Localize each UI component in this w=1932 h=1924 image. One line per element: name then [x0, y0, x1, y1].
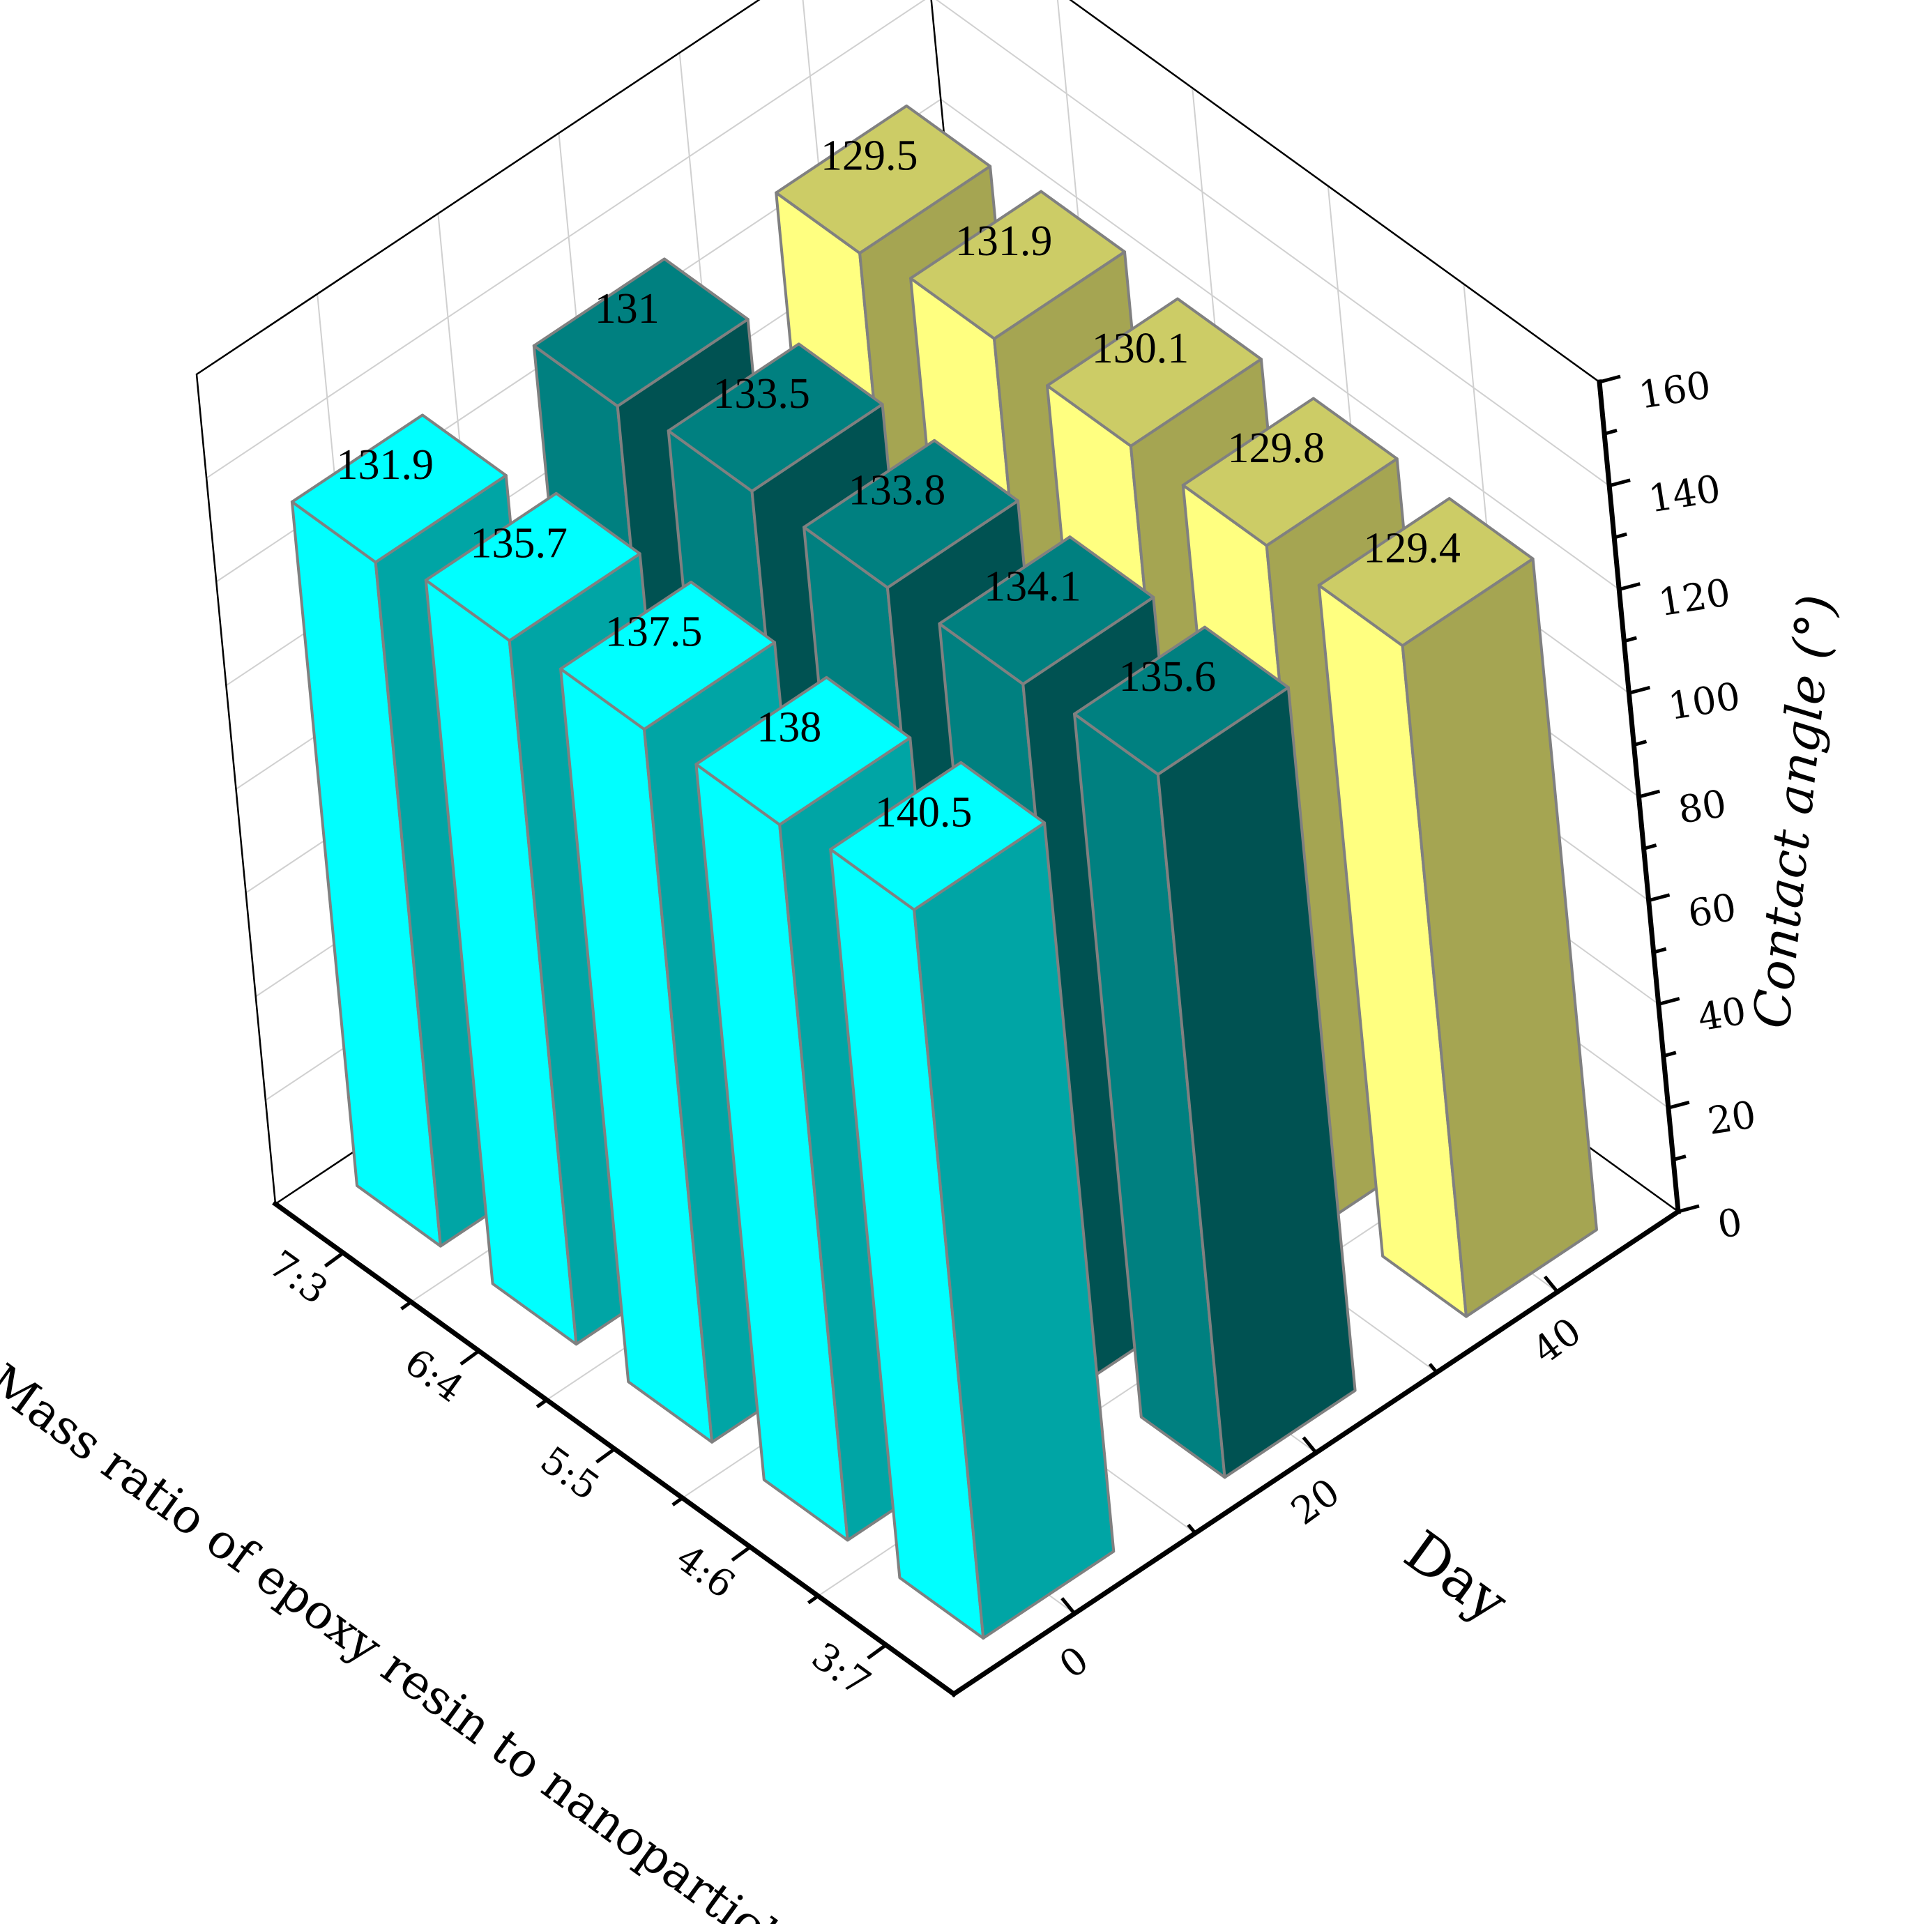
y-minor-tick [1428, 1363, 1438, 1374]
data-label: 129.4 [1363, 525, 1461, 572]
data-label: 135.6 [1119, 653, 1217, 701]
z-tick [1648, 893, 1671, 903]
z-minor-tick [1633, 740, 1648, 747]
data-label: 137.5 [605, 609, 703, 656]
y-tick [1060, 1597, 1077, 1615]
bar-face-top [1073, 625, 1290, 776]
y-tick [1302, 1436, 1318, 1454]
x-tick [731, 1545, 752, 1562]
data-label: 131 [595, 285, 660, 333]
z-tick [1599, 374, 1621, 384]
x-tick-label: 3:7 [804, 1634, 878, 1705]
bar-40-3:7 [1317, 497, 1598, 1318]
x-tick-label: 7:3 [261, 1242, 336, 1313]
data-label: 130.1 [1092, 325, 1189, 372]
data-label: 129.8 [1228, 425, 1325, 472]
x-tick [867, 1643, 888, 1660]
data-label: 133.8 [849, 466, 946, 514]
z-minor-tick [1673, 1154, 1687, 1162]
bar-0-3:7 [829, 761, 1116, 1640]
x-minor-tick [400, 1300, 413, 1311]
y-tick-label: 20 [1283, 1469, 1348, 1533]
bar-face-top [1317, 497, 1535, 648]
z-minor-tick [1613, 532, 1627, 540]
bar-face-top [694, 675, 912, 826]
bar-face-top [667, 342, 884, 493]
bar-face-top [424, 491, 641, 642]
data-label: 134.1 [984, 563, 1081, 611]
z-tick-label: 120 [1655, 570, 1733, 625]
z-tick-label: 100 [1666, 674, 1744, 728]
bar-face-top [829, 761, 1047, 911]
z-tick-label: 40 [1695, 988, 1749, 1039]
z-tick [1638, 789, 1661, 799]
bar-face-top [1046, 297, 1263, 448]
bar-face-top [775, 104, 992, 255]
z-tick [1658, 997, 1680, 1006]
z-minor-tick [1623, 636, 1637, 643]
z-minor-tick [1604, 428, 1618, 436]
x-tick-label: 5:5 [533, 1438, 607, 1509]
z-tick-label: 0 [1714, 1200, 1745, 1247]
z-tick [1608, 478, 1631, 488]
bar-face-top [938, 535, 1155, 686]
x-tick-label: 4:6 [668, 1536, 743, 1607]
y-minor-tick [1187, 1523, 1197, 1534]
x-minor-tick [535, 1398, 548, 1409]
data-label: 129.5 [821, 132, 918, 180]
y-tick [1543, 1275, 1559, 1293]
z-tick-label: 60 [1685, 885, 1740, 936]
x-tick-label: 6:4 [397, 1340, 471, 1411]
data-label: 140.5 [875, 788, 973, 836]
data-label: 131.9 [337, 441, 434, 489]
bar-face-top [532, 257, 750, 408]
z-tick-label: 80 [1675, 781, 1730, 832]
x-axis-title: Mass ratio of epoxy resin to nanoparticl… [0, 1354, 809, 1924]
z-minor-tick [1653, 947, 1667, 954]
z-tick-label: 140 [1645, 466, 1724, 521]
bar-face-top [803, 438, 1019, 589]
z-tick-label: 160 [1636, 362, 1714, 417]
data-label: 135.7 [470, 519, 568, 567]
x-tick [595, 1447, 616, 1464]
data-label: 131.9 [955, 217, 1053, 265]
data-labels-layer: 129.5 131.9 131 130.1 133.5 129.8 131.9 133.8 12… [337, 132, 1461, 837]
bar-face-top [1181, 397, 1399, 547]
z-tick [1628, 685, 1651, 695]
x-tick [459, 1349, 480, 1366]
bar-face-top [909, 190, 1126, 340]
z-tick [1678, 1204, 1700, 1214]
z-tick-label: 20 [1705, 1092, 1759, 1143]
bar-20-3:7 [1073, 625, 1357, 1479]
data-label: 138 [756, 703, 821, 751]
x-tick [324, 1251, 344, 1268]
x-minor-tick [807, 1594, 819, 1605]
y-tick-label: 40 [1525, 1309, 1590, 1373]
y-axis-title: Day [1393, 1518, 1520, 1635]
bar-face-top [559, 580, 776, 731]
y-tick-label: 0 [1051, 1637, 1097, 1687]
x-minor-tick [671, 1496, 684, 1506]
z-minor-tick [1663, 1051, 1677, 1058]
bar-face-top [290, 413, 508, 564]
z-axis-title: Contact angle (°) [1742, 592, 1846, 1031]
z-minor-tick [1643, 843, 1657, 850]
z-tick [1618, 582, 1641, 591]
z-tick [1668, 1100, 1690, 1110]
data-label: 133.5 [713, 370, 810, 418]
bars-layer [290, 104, 1598, 1640]
